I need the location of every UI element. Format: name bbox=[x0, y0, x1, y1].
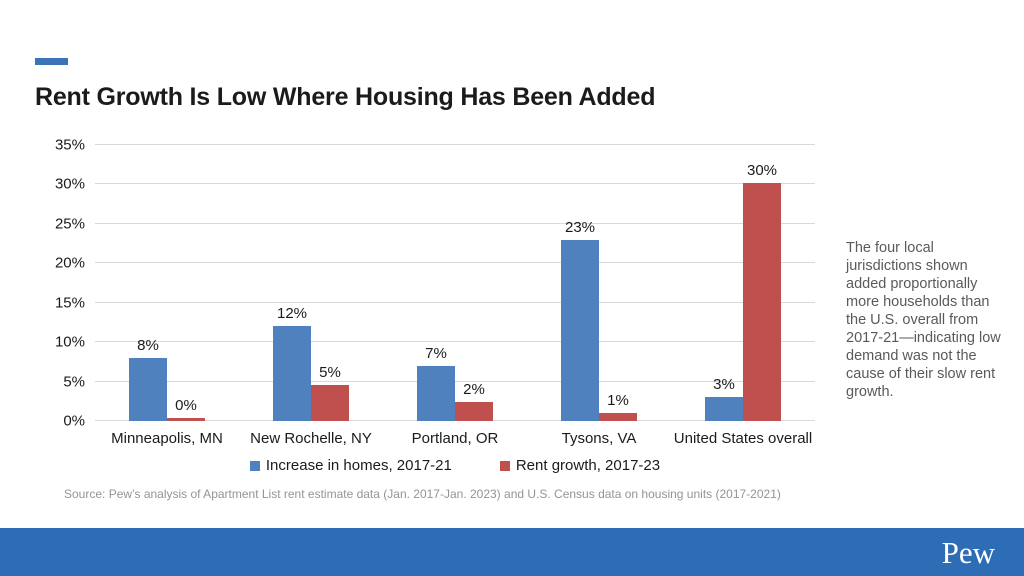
bar-rent-growth bbox=[455, 402, 493, 421]
y-tick-label: 15% bbox=[54, 294, 85, 312]
bar-column: 1% bbox=[599, 145, 637, 421]
bar-group-3: 7% 2% bbox=[383, 145, 527, 421]
bar-value-label: 0% bbox=[175, 396, 197, 414]
legend-swatch-icon bbox=[499, 460, 510, 471]
bar-group-4: 23% 1% bbox=[527, 145, 671, 421]
chart-legend: Increase in homes, 2017-21 Rent growth, 2… bbox=[95, 457, 815, 474]
bar-increase-in-homes bbox=[561, 239, 599, 421]
bar-value-label: 5% bbox=[319, 363, 341, 381]
y-tick-label: 30% bbox=[54, 175, 85, 193]
x-axis-label: New Rochelle, NY bbox=[250, 430, 372, 447]
gridline-15 bbox=[95, 301, 815, 303]
y-tick-label: 35% bbox=[54, 136, 85, 154]
bar-value-label: 7% bbox=[425, 344, 447, 362]
bar-column: 0% bbox=[167, 145, 205, 421]
y-tick-label: 10% bbox=[54, 333, 85, 351]
bar-value-label: 30% bbox=[746, 161, 778, 179]
bar-column: 30% bbox=[743, 145, 781, 421]
legend-label: Increase in homes, 2017-21 bbox=[265, 457, 452, 474]
legend-item: Rent growth, 2017-23 bbox=[499, 457, 661, 474]
bar-value-label: 23% bbox=[564, 218, 596, 236]
bar-value-label: 2% bbox=[463, 381, 485, 399]
gridline-5 bbox=[95, 380, 815, 382]
bar-column: 23% bbox=[561, 145, 599, 421]
legend-swatch-icon bbox=[249, 460, 260, 471]
x-axis-label: Minneapolis, MN bbox=[111, 430, 223, 447]
pew-logo: Pew bbox=[941, 534, 995, 570]
source-note: Source: Pew’s analysis of Apartment List… bbox=[64, 487, 781, 501]
bar-increase-in-homes bbox=[129, 357, 167, 421]
footer-bar: Pew bbox=[0, 528, 1024, 576]
plot-area: 8% 0% 12% 5% 7% 2% 23% 1% 3% 30% bbox=[95, 144, 815, 421]
x-axis-label: Tysons, VA bbox=[561, 430, 637, 447]
bar-column: 3% bbox=[705, 145, 743, 421]
bar-group-1: 8% 0% bbox=[95, 145, 239, 421]
bar-increase-in-homes bbox=[705, 397, 743, 421]
gridline-20 bbox=[95, 262, 815, 264]
bar-column: 2% bbox=[455, 145, 493, 421]
bar-value-label: 8% bbox=[137, 336, 159, 354]
bar-group-2: 12% 5% bbox=[239, 145, 383, 421]
accent-dash bbox=[35, 58, 68, 65]
bar-column: 7% bbox=[417, 145, 455, 421]
y-tick-label: 20% bbox=[54, 254, 85, 272]
bar-value-label: 12% bbox=[276, 305, 308, 323]
bar-rent-growth bbox=[311, 384, 349, 421]
gridline-10 bbox=[95, 341, 815, 343]
bar-rent-growth bbox=[743, 182, 781, 421]
gridline-35 bbox=[95, 144, 815, 145]
bar-increase-in-homes bbox=[273, 326, 311, 421]
y-tick-label: 0% bbox=[63, 412, 85, 430]
bar-rent-growth bbox=[599, 413, 637, 421]
x-axis-label: Portland, OR bbox=[411, 430, 499, 447]
page-title: Rent Growth Is Low Where Housing Has Bee… bbox=[35, 83, 656, 111]
bar-rent-growth bbox=[167, 417, 205, 421]
gridline-25 bbox=[95, 222, 815, 224]
bar-column: 5% bbox=[311, 145, 349, 421]
bar-column: 8% bbox=[129, 145, 167, 421]
bar-column: 12% bbox=[273, 145, 311, 421]
legend-item: Increase in homes, 2017-21 bbox=[249, 457, 452, 474]
y-tick-label: 5% bbox=[63, 373, 85, 391]
gridline-30 bbox=[95, 183, 815, 185]
y-axis: 0% 5% 10% 15% 20% 25% 30% 35% bbox=[30, 137, 85, 430]
legend-label: Rent growth, 2017-23 bbox=[515, 457, 661, 474]
y-tick-label: 25% bbox=[54, 215, 85, 233]
bar-value-label: 1% bbox=[607, 392, 629, 410]
x-axis-label: United States overall bbox=[673, 430, 813, 447]
bar-increase-in-homes bbox=[417, 365, 455, 421]
x-axis: Minneapolis, MN New Rochelle, NY Portland,… bbox=[95, 430, 815, 447]
bar-value-label: 3% bbox=[713, 376, 735, 394]
bar-group-5: 3% 30% bbox=[671, 145, 815, 421]
annotation-text: The four local jurisdictions shown added… bbox=[846, 240, 1001, 400]
